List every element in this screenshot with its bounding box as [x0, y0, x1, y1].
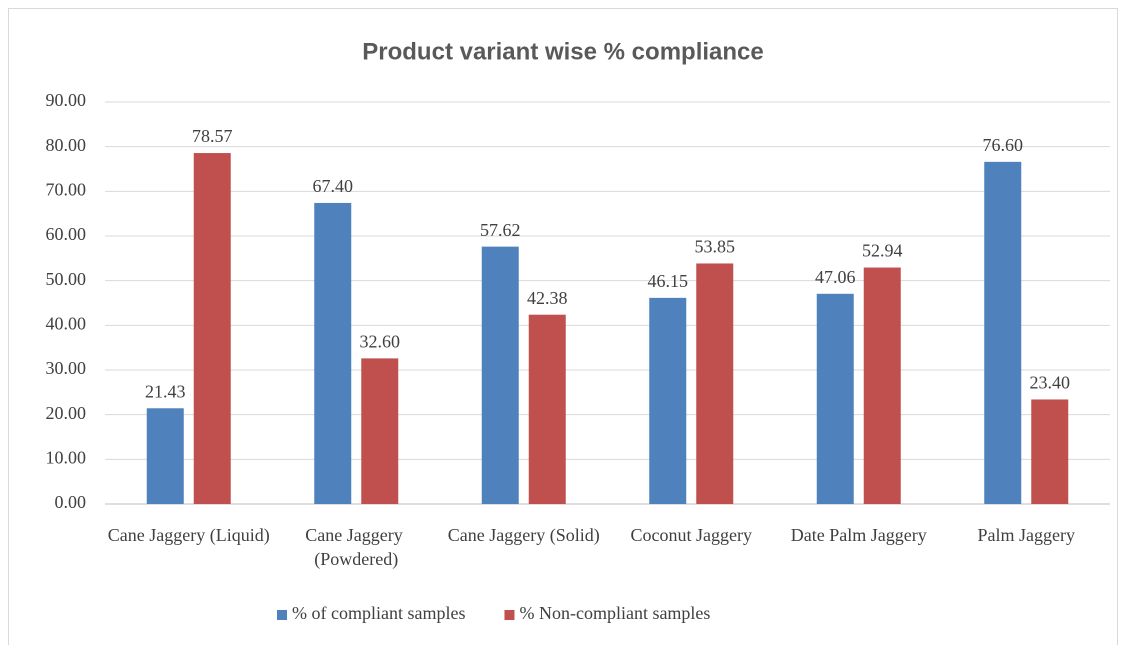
bar — [649, 297, 687, 504]
value-label: 23.40 — [1030, 373, 1071, 393]
bar — [1031, 399, 1069, 504]
bar — [528, 314, 566, 504]
y-tick-label: 80.00 — [46, 135, 87, 155]
y-tick-label: 0.00 — [55, 492, 87, 512]
legend-swatch — [504, 610, 515, 620]
y-tick-label: 10.00 — [46, 447, 87, 467]
x-tick-label: Cane Jaggery (Liquid) — [108, 525, 270, 546]
value-label: 57.62 — [480, 220, 521, 240]
value-label: 67.40 — [313, 176, 354, 196]
bar — [146, 408, 184, 504]
value-label: 53.85 — [695, 237, 736, 257]
y-tick-label: 40.00 — [46, 313, 87, 333]
bar — [863, 267, 901, 504]
y-tick-label: 60.00 — [46, 224, 87, 244]
value-label: 76.60 — [983, 135, 1024, 155]
value-label: 47.06 — [815, 267, 856, 287]
y-tick-label: 50.00 — [46, 269, 87, 289]
y-tick-label: 30.00 — [46, 358, 87, 378]
x-tick-label: Coconut Jaggery — [631, 525, 752, 545]
value-label: 42.38 — [527, 288, 568, 308]
x-tick-label: Cane Jaggery (Solid) — [448, 525, 600, 546]
legend-label: % Non-compliant samples — [519, 603, 710, 623]
y-tick-label: 90.00 — [46, 90, 87, 110]
value-label: 46.15 — [648, 271, 689, 291]
value-label: 32.60 — [360, 332, 401, 352]
x-tick-label: Date Palm Jaggery — [791, 525, 927, 545]
bar — [361, 358, 399, 504]
value-label: 21.43 — [145, 381, 186, 401]
legend-swatch — [277, 610, 287, 620]
bar — [984, 161, 1022, 504]
bar — [816, 293, 854, 504]
x-tick-label: Palm Jaggery — [978, 525, 1075, 545]
y-tick-label: 70.00 — [46, 179, 87, 199]
x-tick-label: Cane Jaggery (Powdered) — [305, 525, 407, 570]
value-label: 78.57 — [192, 126, 233, 146]
chart-title: Product variant wise % compliance — [362, 38, 763, 65]
bar — [193, 153, 231, 504]
bar — [314, 202, 352, 505]
bar — [696, 263, 734, 504]
y-tick-label: 20.00 — [46, 403, 87, 423]
bar — [481, 246, 519, 504]
value-label: 52.94 — [862, 241, 903, 261]
legend-label: % of compliant samples — [292, 603, 465, 623]
